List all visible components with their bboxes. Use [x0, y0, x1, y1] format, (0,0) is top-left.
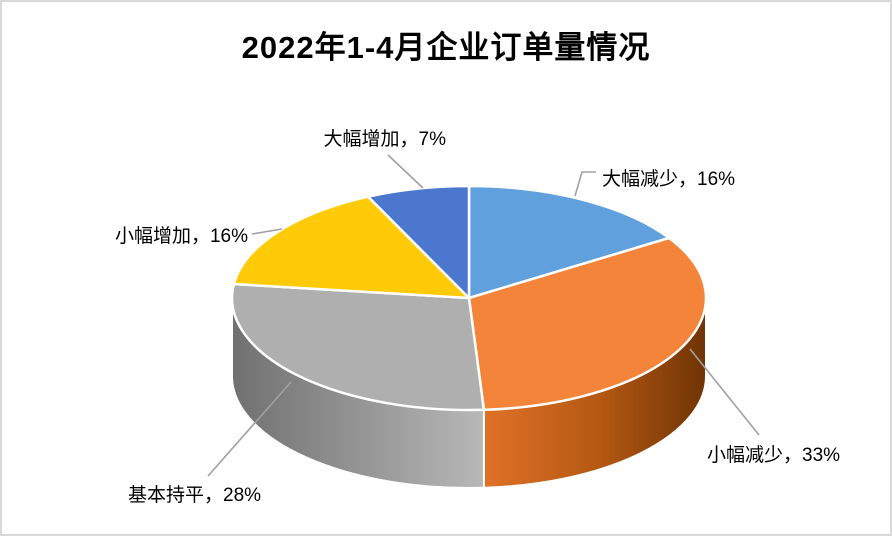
slice-labels: 大幅减少，16% 小幅减少，33% 基本持平，28% 小幅增加，16% 大幅增加，7% — [115, 128, 840, 506]
pie-slice-1[interactable] — [467, 236, 708, 412]
slice-label-4: 大幅增加，7% — [324, 128, 447, 150]
leader-line-1 — [689, 348, 760, 436]
slice-label-2: 基本持平，28% — [128, 484, 261, 506]
slice-label-0: 大幅减少，16% — [602, 168, 735, 190]
chart-title: 2022年1-4月企业订单量情况 — [241, 30, 651, 65]
pie-slice-3[interactable] — [232, 195, 471, 300]
slice-label-3: 小幅增加，16% — [115, 225, 248, 247]
pie-slice-0[interactable] — [467, 184, 671, 300]
pie-slice-4[interactable] — [366, 184, 471, 300]
label-leader-lines — [207, 154, 760, 477]
leader-line-4 — [387, 154, 424, 189]
slice-label-1: 小幅减少，33% — [707, 444, 840, 466]
pie-slice-2[interactable] — [230, 282, 486, 412]
leader-line-0 — [574, 171, 596, 197]
leader-line-3 — [251, 228, 283, 235]
pie-top-slices — [230, 184, 708, 412]
leader-line-2 — [207, 381, 292, 477]
